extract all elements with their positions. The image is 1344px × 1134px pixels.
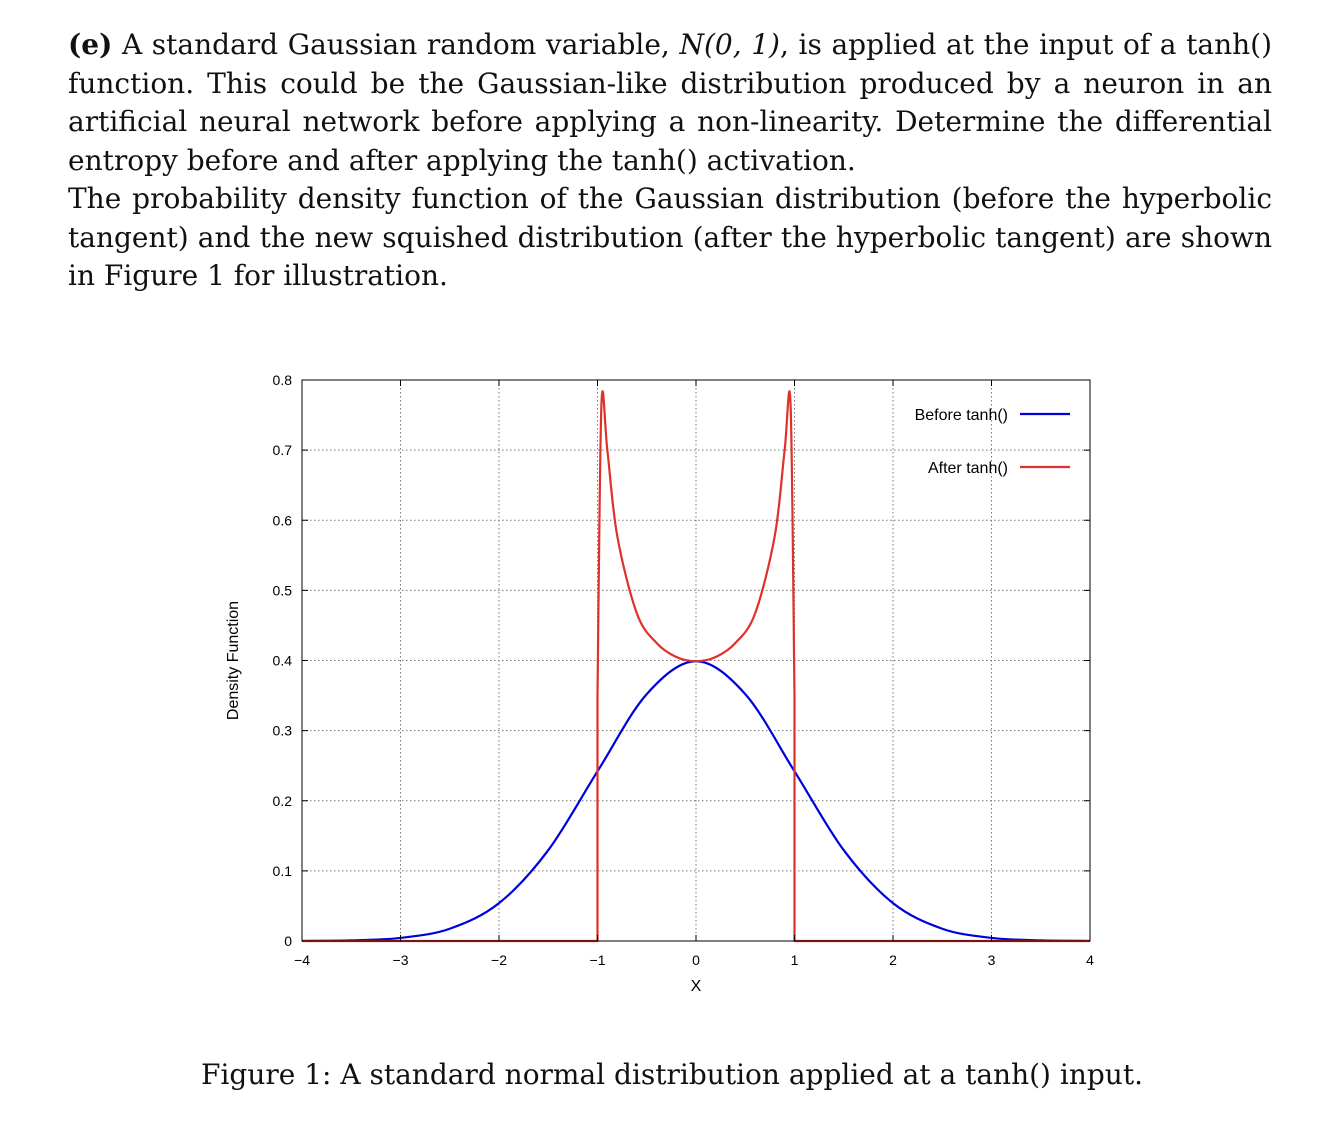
x-tick-label: 3 xyxy=(988,952,996,968)
y-tick-label: 0.2 xyxy=(273,793,293,809)
y-tick-label: 0.1 xyxy=(273,863,293,879)
problem-text-part-1: A standard Gaussian random variable, xyxy=(121,28,680,61)
y-axis-label: Density Function xyxy=(225,601,242,720)
x-tick-label: 1 xyxy=(791,952,799,968)
problem-label: (e) xyxy=(68,28,113,61)
y-tick-label: 0.5 xyxy=(273,582,293,598)
axis-ticks: −4 −3 −2 −1 0 1 2 3 4 0 0.1 0.2 0.3 0.4 0.5 0.6 0.7 0.8 xyxy=(273,372,1095,968)
y-tick-label: 0.8 xyxy=(273,372,293,388)
y-tick-label: 0.3 xyxy=(273,723,293,739)
y-tick-label: 0.4 xyxy=(273,653,293,669)
chart-legend: Before tanh() After tanh() xyxy=(915,407,1070,477)
x-tick-label: −3 xyxy=(393,952,409,968)
problem-paragraph-2: The probability density function of the … xyxy=(68,182,1272,292)
gaussian-notation: N(0, 1) xyxy=(679,28,780,61)
y-tick-label: 0.6 xyxy=(273,512,293,528)
density-chart: −4 −3 −2 −1 0 1 2 3 4 0 0.1 0.2 0.3 0.4 0.5 0.6 0.7 0.8 X… xyxy=(225,372,1095,995)
problem-paragraph-1: (e) A standard Gaussian random variable,… xyxy=(68,26,1272,180)
x-tick-label: 2 xyxy=(889,952,897,968)
legend-label-after-tanh: After tanh() xyxy=(928,460,1008,477)
figure-caption: Figure 1: A standard normal distribution… xyxy=(201,1058,1143,1091)
x-tick-label: 0 xyxy=(692,952,700,968)
problem-text-part-2: , is applied at the input of a tanh() fu… xyxy=(68,28,1272,177)
series-line-after-tanh xyxy=(302,390,1090,943)
x-tick-label: −2 xyxy=(491,952,507,968)
problem-text: (e) A standard Gaussian random variable,… xyxy=(68,26,1272,296)
y-tick-label: 0.7 xyxy=(273,442,293,458)
x-tick-label: −1 xyxy=(590,952,606,968)
chart-curves xyxy=(301,390,1091,943)
x-tick-label: −4 xyxy=(294,952,310,968)
y-tick-label: 0 xyxy=(284,933,292,949)
x-axis-label: X xyxy=(691,978,702,995)
x-tick-label: 4 xyxy=(1086,952,1094,968)
legend-label-before-tanh: Before tanh() xyxy=(915,407,1008,424)
